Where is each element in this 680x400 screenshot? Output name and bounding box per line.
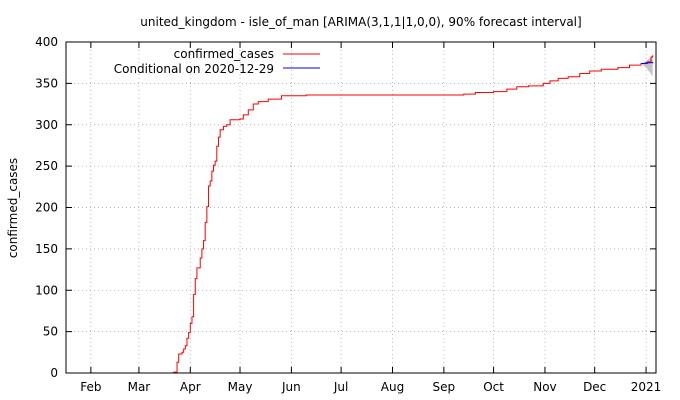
y-tick-label: 200 (35, 201, 58, 215)
series (74, 55, 654, 374)
series-line-confirmed-cases (74, 55, 654, 374)
x-tick-label: Feb (80, 380, 101, 394)
y-tick-label: 350 (35, 76, 58, 90)
chart-title: united_kingdom - isle_of_man [ARIMA(3,1,… (140, 15, 581, 29)
series-line-conditional-forecast (641, 61, 654, 65)
y-tick-label: 100 (35, 283, 58, 297)
y-axis-label: confirmed_cases (6, 158, 20, 258)
x-tick-label: Apr (180, 380, 201, 394)
y-tick-label: 400 (35, 35, 58, 49)
x-tick-label: May (228, 380, 253, 394)
x-tick-label: Oct (483, 380, 504, 394)
x-tick-label: Dec (583, 380, 606, 394)
x-tick-label: Aug (381, 380, 404, 394)
legend-label-confirmed-cases: confirmed_cases (174, 47, 274, 61)
x-tick-label: Mar (128, 380, 151, 394)
x-tick-label: Jun (281, 380, 301, 394)
x-tick-label: Sep (433, 380, 456, 394)
legend: confirmed_cases Conditional on 2020-12-2… (114, 47, 320, 76)
y-tick-label: 300 (35, 118, 58, 132)
x-tick-label: Nov (533, 380, 556, 394)
legend-label-conditional: Conditional on 2020-12-29 (114, 62, 274, 76)
x-tick-label: 2021 (631, 380, 662, 394)
y-tick-label: 150 (35, 242, 58, 256)
y-tick-label: 250 (35, 159, 58, 173)
x-tick-label: Jul (333, 380, 348, 394)
axis-ticks: 0 50 100 150 200 250 300 350 400 Feb Mar Apr May Jun J… (35, 35, 661, 394)
y-tick-label: 0 (50, 366, 58, 380)
y-tick-label: 50 (43, 325, 58, 339)
